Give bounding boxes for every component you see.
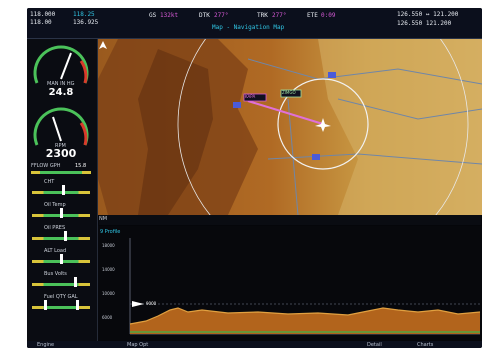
nav2-freq[interactable]: 126.550 121.200	[397, 20, 452, 27]
com1-active[interactable]: 118.000	[30, 11, 56, 18]
alt-load-pointer	[60, 254, 63, 264]
manifold-label: MAN IN HG	[47, 81, 75, 87]
softkey-map-opt[interactable]: Map Opt	[127, 342, 149, 348]
softkey-engine[interactable]: Engine	[37, 342, 55, 348]
terrain-profile-top	[129, 307, 481, 325]
dtk-label: DTK	[199, 12, 210, 19]
softkey-bar: Engine Map Opt Detail Charts	[27, 341, 482, 348]
top-status-bar: 118.000 118.00 118.25 136.925 GS 132kt D…	[27, 8, 482, 39]
road-2	[267, 153, 482, 165]
softkey-charts[interactable]: Charts	[417, 342, 434, 348]
scale-text: NM	[99, 216, 108, 222]
profile-svg	[129, 238, 481, 335]
fuel-flow-value: 15.8	[75, 163, 87, 169]
mfd-display: 118.000 118.00 118.25 136.925 GS 132kt D…	[27, 8, 482, 348]
profile-y-label-3: 10000	[102, 291, 115, 296]
vertical-profile-view[interactable]: 9 Profile 18000 14000 10000 6000 9000	[98, 226, 482, 340]
profile-y-label-1: 18000	[102, 243, 115, 248]
gauges-svg	[33, 45, 89, 146]
map-svg	[98, 39, 482, 215]
waypoint-from-label[interactable]: KAPA	[245, 94, 256, 99]
fuel-flow-label: FFLOW GPH	[31, 163, 61, 169]
fuel-qty-pointer-right	[76, 300, 79, 310]
mountain-ridge	[138, 49, 213, 215]
fuel-qty-pointer-left	[44, 300, 47, 310]
alt-load-label: ALT Load	[44, 248, 67, 254]
cht-bar	[32, 191, 90, 194]
oil-pres-bar	[32, 237, 90, 240]
dtk-value: 277°	[214, 12, 229, 19]
fuel-flow-bar	[31, 171, 91, 174]
terrain-profile	[130, 308, 480, 334]
trk-value: 277°	[272, 12, 287, 19]
cht-strip: CHT	[30, 179, 92, 196]
rpm-label: RPM	[55, 143, 66, 149]
fuel-qty-strip: Fuel QTY GAL	[30, 294, 92, 311]
airport-icon	[328, 72, 336, 78]
manifold-gauge-arc	[33, 45, 89, 84]
bus-volts-pointer	[74, 277, 77, 287]
profile-y-label-2: 14000	[102, 267, 115, 272]
waypoint-to-box	[280, 89, 302, 98]
com2-active[interactable]: 118.00	[30, 19, 52, 26]
bus-volts-strip: Bus Volts	[30, 271, 92, 288]
profile-header: 9 Profile	[100, 229, 121, 235]
gs-value: 132kt	[160, 12, 179, 19]
fuel-qty-label: Fuel QTY GAL	[44, 294, 78, 300]
airplane-icon	[315, 118, 331, 132]
oil-temp-strip: Oil Temp	[30, 202, 92, 219]
softkey-detail[interactable]: Detail	[367, 342, 382, 348]
page-title: Map - Navigation Map	[212, 24, 285, 31]
fuel-qty-bar	[32, 306, 90, 309]
ete-value: 0:09	[321, 12, 336, 19]
airport-icon	[233, 102, 241, 108]
oil-pres-pointer	[64, 231, 67, 241]
aircraft-profile-icon	[132, 301, 144, 307]
com1-standby[interactable]: 118.25	[73, 11, 95, 18]
airport-icon	[312, 154, 320, 160]
manifold-value: 24.8	[48, 87, 74, 98]
engine-indication-panel: MAN IN HG 24.8 RPM 2300 FFLOW GPH 15.8 C…	[27, 39, 98, 348]
trk-label: TRK	[257, 12, 268, 19]
nav1-freq[interactable]: 126.550 ↔ 121.200	[397, 11, 459, 18]
rpm-gauge-redline	[79, 122, 88, 146]
profile-y-label-4: 6000	[102, 315, 113, 320]
plains-east	[318, 39, 482, 215]
flight-plan-leg	[247, 100, 324, 125]
oil-temp-label: Oil Temp	[44, 202, 66, 208]
oil-pres-label: Oil PRES	[44, 225, 66, 231]
gs-label: GS	[149, 12, 157, 19]
waypoint-from-box	[243, 93, 267, 102]
rpm-needle	[52, 116, 62, 142]
rpm-gauge-arc	[33, 107, 89, 146]
ete-label: ETE	[307, 12, 318, 19]
north-up-icon	[99, 41, 107, 49]
bus-volts-bar	[32, 283, 90, 286]
waypoint-to-label[interactable]: ZIMGO	[282, 90, 296, 95]
com2-standby[interactable]: 136.925	[73, 19, 99, 26]
alt-load-strip: ALT Load	[30, 248, 92, 265]
range-ring-outer	[177, 39, 469, 215]
manifold-gauge-redline	[79, 60, 88, 84]
navigation-map[interactable]: KAPA ZIMGO	[98, 39, 482, 215]
cht-label: CHT	[44, 179, 55, 185]
range-ring	[277, 78, 369, 170]
oil-temp-pointer	[60, 208, 63, 218]
aircraft-altitude-label: 9000	[146, 301, 157, 306]
rpm-value: 2300	[45, 147, 77, 160]
oil-pres-strip: Oil PRES	[30, 225, 92, 242]
bus-volts-label: Bus Volts	[44, 271, 67, 277]
manifold-needle	[60, 52, 72, 80]
cht-pointer	[62, 185, 65, 195]
map-scale-bar: NM	[99, 215, 481, 225]
road-1	[247, 58, 482, 85]
